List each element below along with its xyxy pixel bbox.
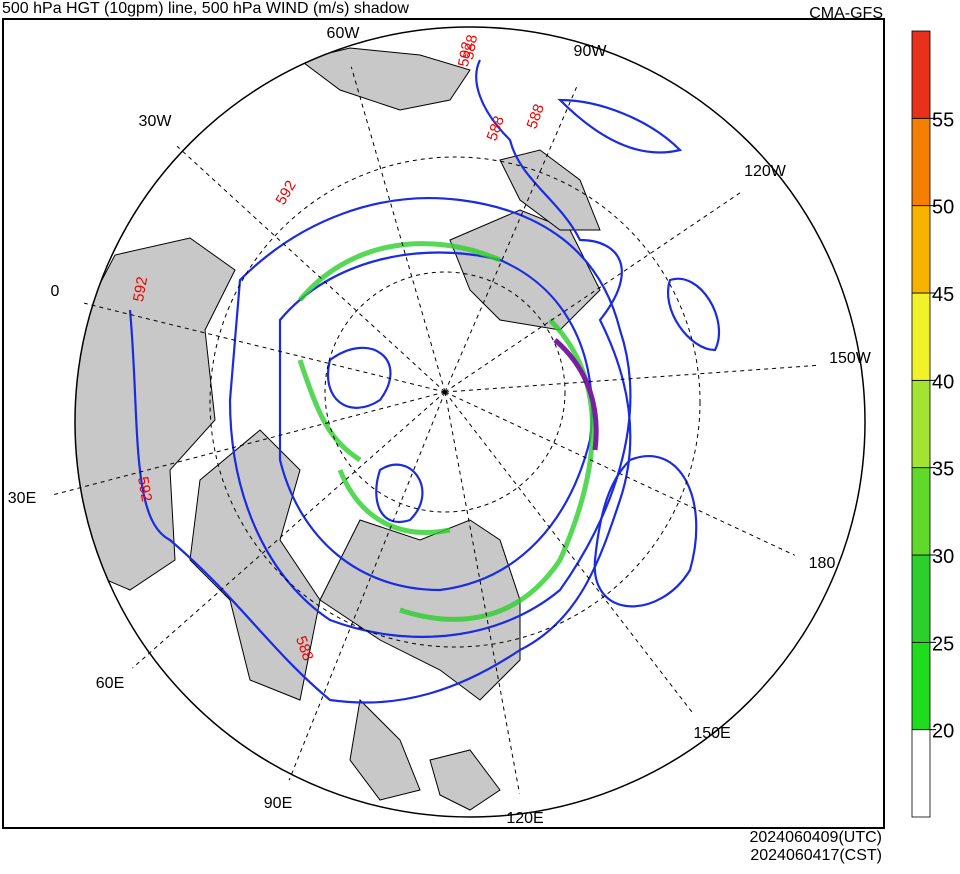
longitude-label: 90E: [264, 795, 292, 812]
map-boundary: [74, 26, 866, 818]
meridian: [444, 364, 821, 393]
longitude-label: 90W: [574, 43, 608, 60]
colorbar-tick-label: 40: [932, 371, 954, 393]
longitude-label: 180: [809, 555, 836, 572]
source: CMA-GFS: [809, 5, 883, 22]
height-contours: [128, 59, 721, 704]
colorbar-bin: [911, 379, 931, 469]
meridian: [444, 391, 695, 715]
meridian: [350, 66, 446, 393]
title: 500 hPa HGT (10gpm) line, 500 hPa WIND (…: [2, 0, 409, 17]
meridian: [288, 391, 446, 781]
map-disk: [75, 47, 721, 811]
colorbar-tick-label: 25: [932, 633, 954, 655]
longitude-label: 150E: [693, 725, 730, 742]
contour-label: 592: [134, 475, 155, 503]
timestamp: 2024060417(CST): [750, 847, 882, 864]
longitude-label: 120E: [506, 810, 543, 827]
timestamp: 2024060409(UTC): [749, 829, 882, 846]
colorbar-bin: [911, 30, 931, 119]
jet-core: [553, 338, 599, 451]
meridian: [444, 391, 796, 556]
colorbar-bin: [911, 729, 931, 818]
longitude-label: 0: [51, 283, 60, 300]
longitude-label: 150W: [829, 350, 872, 367]
meridian: [444, 192, 741, 393]
contour-label: 588: [460, 33, 481, 61]
colorbar-bin: [911, 554, 931, 643]
meridian: [132, 391, 446, 669]
colorbar-tick-label: 45: [932, 284, 954, 306]
colorbar-bin: [911, 205, 931, 294]
colorbar-bin: [911, 117, 931, 207]
colorbar-tick-label: 50: [932, 197, 954, 219]
contour-label: 592: [130, 275, 151, 303]
longitude-label: 120W: [744, 163, 787, 180]
longitude-label: 30E: [8, 490, 36, 507]
longitude-label: 60W: [327, 25, 361, 42]
longitude-label: 60E: [96, 675, 124, 692]
meridian: [50, 391, 446, 496]
graticule: [50, 66, 821, 794]
colorbar-bin: [911, 641, 931, 731]
colorbar-bin: [911, 467, 931, 556]
meridian: [84, 302, 446, 393]
contour-label: 592: [455, 40, 476, 68]
colorbar-tick-label: 35: [932, 459, 954, 481]
colorbar-tick-label: 20: [932, 721, 954, 743]
colorbar-bin: [911, 292, 931, 381]
colorbar-tick-label: 55: [932, 109, 954, 131]
colorbar-tick-label: 30: [932, 546, 954, 568]
longitude-label: 30W: [139, 113, 173, 130]
land: [75, 47, 601, 811]
